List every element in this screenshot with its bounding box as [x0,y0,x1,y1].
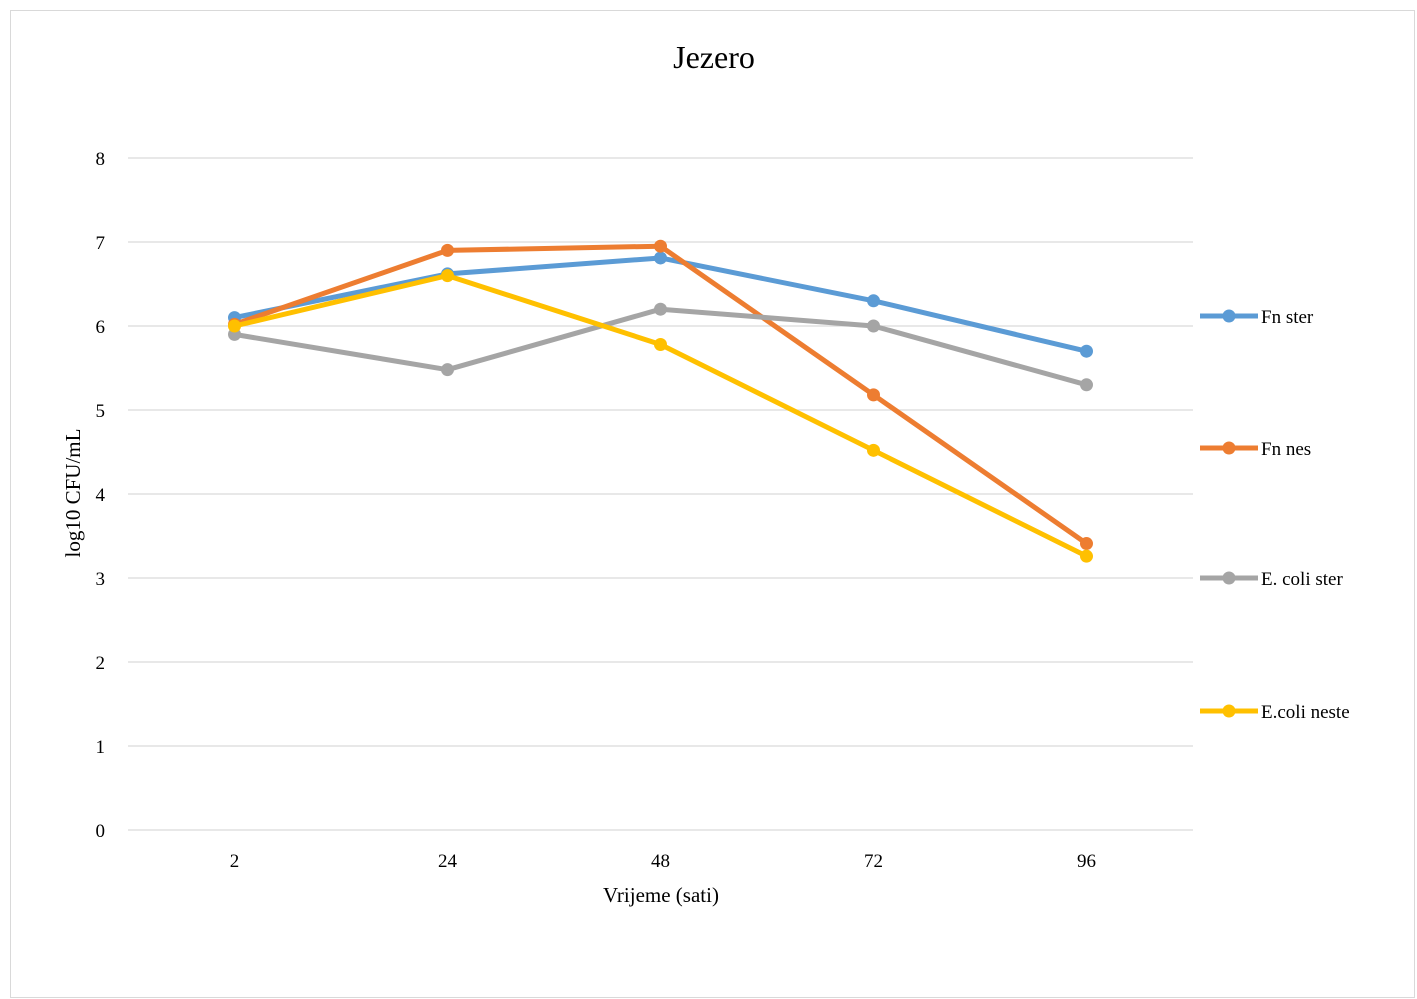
legend-item-0: Fn ster [1200,307,1314,328]
y-tick-labels: 0 1 2 3 4 5 6 7 8 [96,149,106,842]
x-tick-label: 24 [438,851,458,872]
legend-item-2: E. coli ster [1200,569,1343,590]
legend-label: Fn ster [1261,307,1314,328]
legend-label: E. coli ster [1261,569,1343,590]
data-point [654,251,667,265]
legend-swatch-marker [1222,704,1236,718]
data-point [867,319,880,333]
chart-frame [10,10,1415,998]
legend-label: E.coli neste [1261,702,1350,723]
y-tick-label: 2 [96,653,106,674]
data-point [654,337,667,351]
data-point [1080,344,1093,358]
data-point [867,294,880,308]
data-point [441,269,454,283]
x-tick-label: 2 [230,851,240,872]
y-axis-title: log10 CFU/mL [61,429,85,558]
x-axis-title: Vrijeme (sati) [603,883,719,907]
legend-item-3: E.coli neste [1200,702,1350,723]
legend-label: Fn nes [1261,439,1311,460]
series-line [232,273,1089,559]
y-tick-label: 6 [96,317,106,338]
y-tick-label: 1 [96,737,106,758]
data-point [867,388,880,402]
legend-swatch-marker [1222,571,1236,585]
data-point [654,302,667,316]
chart-title: Jezero [673,39,755,75]
y-tick-label: 8 [96,149,106,170]
series-3 [228,269,1093,563]
data-point [1080,378,1093,392]
y-tick-label: 5 [96,401,106,422]
y-tick-label: 7 [96,233,106,254]
legend-swatch-marker [1222,309,1236,323]
data-point [441,243,454,257]
y-tick-label: 3 [96,569,106,590]
x-tick-label: 72 [864,851,883,872]
gridlines [128,157,1193,831]
legend: Fn ster Fn nes E. coli ster E.coli neste [1200,307,1350,723]
x-tick-label: 48 [651,851,670,872]
legend-item-1: Fn nes [1200,439,1311,460]
x-tick-labels: 2 24 48 72 96 [230,851,1096,872]
series-1 [228,239,1093,551]
y-tick-label: 0 [96,821,106,842]
data-point [654,239,667,253]
data-point [867,443,880,457]
data-point [1080,537,1093,551]
series-layer [228,239,1093,563]
data-point [1080,549,1093,563]
x-tick-label: 96 [1077,851,1096,872]
data-point [441,363,454,377]
data-point [228,319,241,333]
legend-swatch-marker [1222,441,1236,455]
y-tick-label: 4 [96,485,106,506]
series-2 [228,302,1093,392]
